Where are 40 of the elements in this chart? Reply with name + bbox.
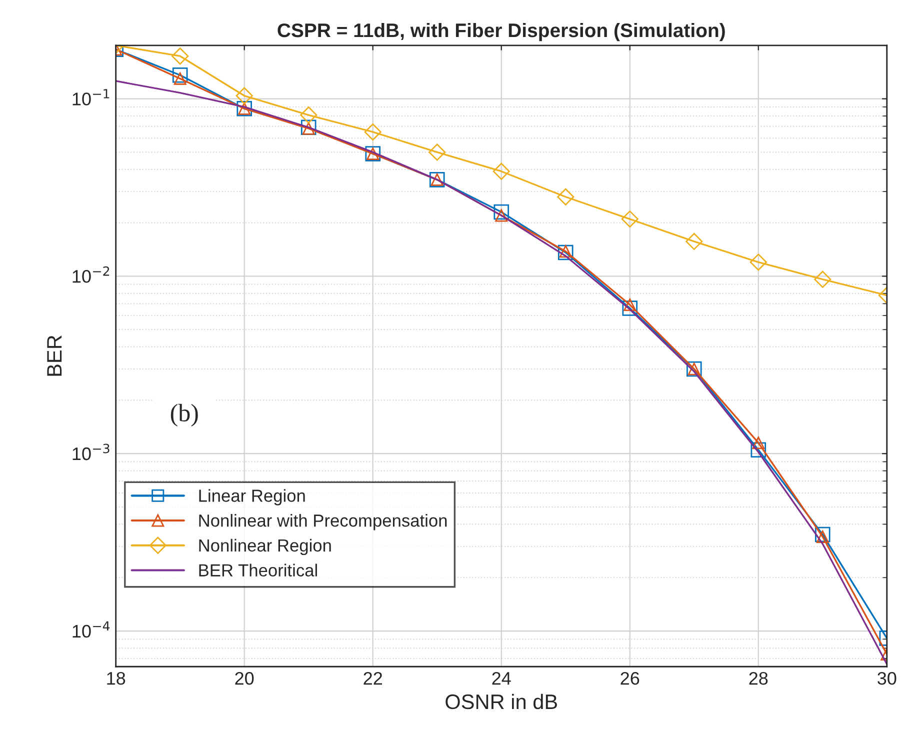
point — [686, 232, 703, 250]
point — [494, 204, 510, 220]
y-tick-label: 10$^{−1}$ — [72, 89, 110, 106]
legend-label: BER Theoritical — [199, 564, 317, 576]
chart-title: CSPR = 11dB, with Fiber Dispersion (Simulation) — [278, 22, 725, 42]
x-tick-label: 24 — [492, 672, 511, 685]
point — [750, 254, 767, 271]
x-axis-title: OSNR in dB — [446, 694, 558, 710]
x-tick-label: 20 — [235, 672, 254, 685]
point — [492, 162, 510, 180]
point — [236, 87, 253, 104]
point — [816, 530, 829, 543]
legend-label: Nonlinear Region — [199, 538, 331, 556]
y-tick-label: 10$^{−3}$ — [72, 444, 110, 460]
legend-label: Nonlinear with Precompensation — [199, 514, 447, 530]
point — [815, 526, 830, 542]
point — [624, 298, 636, 312]
point — [622, 300, 638, 316]
point — [364, 123, 382, 141]
point — [172, 67, 188, 83]
x-tick-label: 30 — [878, 672, 896, 685]
point — [428, 144, 446, 161]
x-tick-label: 18 — [107, 672, 126, 685]
point — [621, 210, 638, 228]
annotation: (b) — [170, 404, 198, 427]
x-tick-label: 26 — [620, 672, 640, 685]
point — [495, 209, 508, 222]
y-tick-label: 10$^{−4}$ — [72, 621, 110, 638]
point — [814, 270, 832, 288]
y-tick-label: 10$^{−2}$ — [72, 266, 110, 283]
point — [557, 188, 574, 206]
point — [750, 442, 766, 458]
point — [172, 48, 189, 65]
point — [300, 106, 318, 124]
point — [752, 436, 765, 450]
point — [174, 72, 186, 85]
x-tick-label: 28 — [749, 672, 768, 685]
legend-label: Linear Region — [199, 489, 305, 506]
y-axis-title: BER — [47, 336, 62, 376]
x-tick-label: 22 — [364, 672, 382, 685]
